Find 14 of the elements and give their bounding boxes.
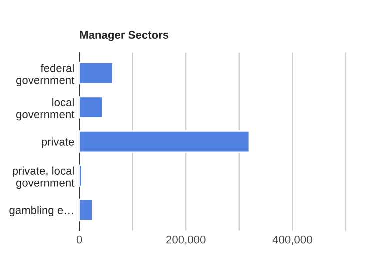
bar [80,130,250,154]
y-tick-label: gambling e… [10,206,74,217]
y-tick-label: local government [16,98,75,121]
bar [80,164,83,188]
x-tick-label: 0 [76,236,82,244]
chart-title: Manager Sectors [80,31,169,42]
bar [80,62,114,85]
x-tick-label: 200,000 [166,236,206,246]
bar [80,96,104,119]
y-tick-label: private [42,138,74,148]
y-tick-label: federal government [16,64,75,86]
x-tick-label: 400,000 [272,236,312,246]
bar [80,198,94,222]
y-tick-label: private, local government [13,166,75,190]
